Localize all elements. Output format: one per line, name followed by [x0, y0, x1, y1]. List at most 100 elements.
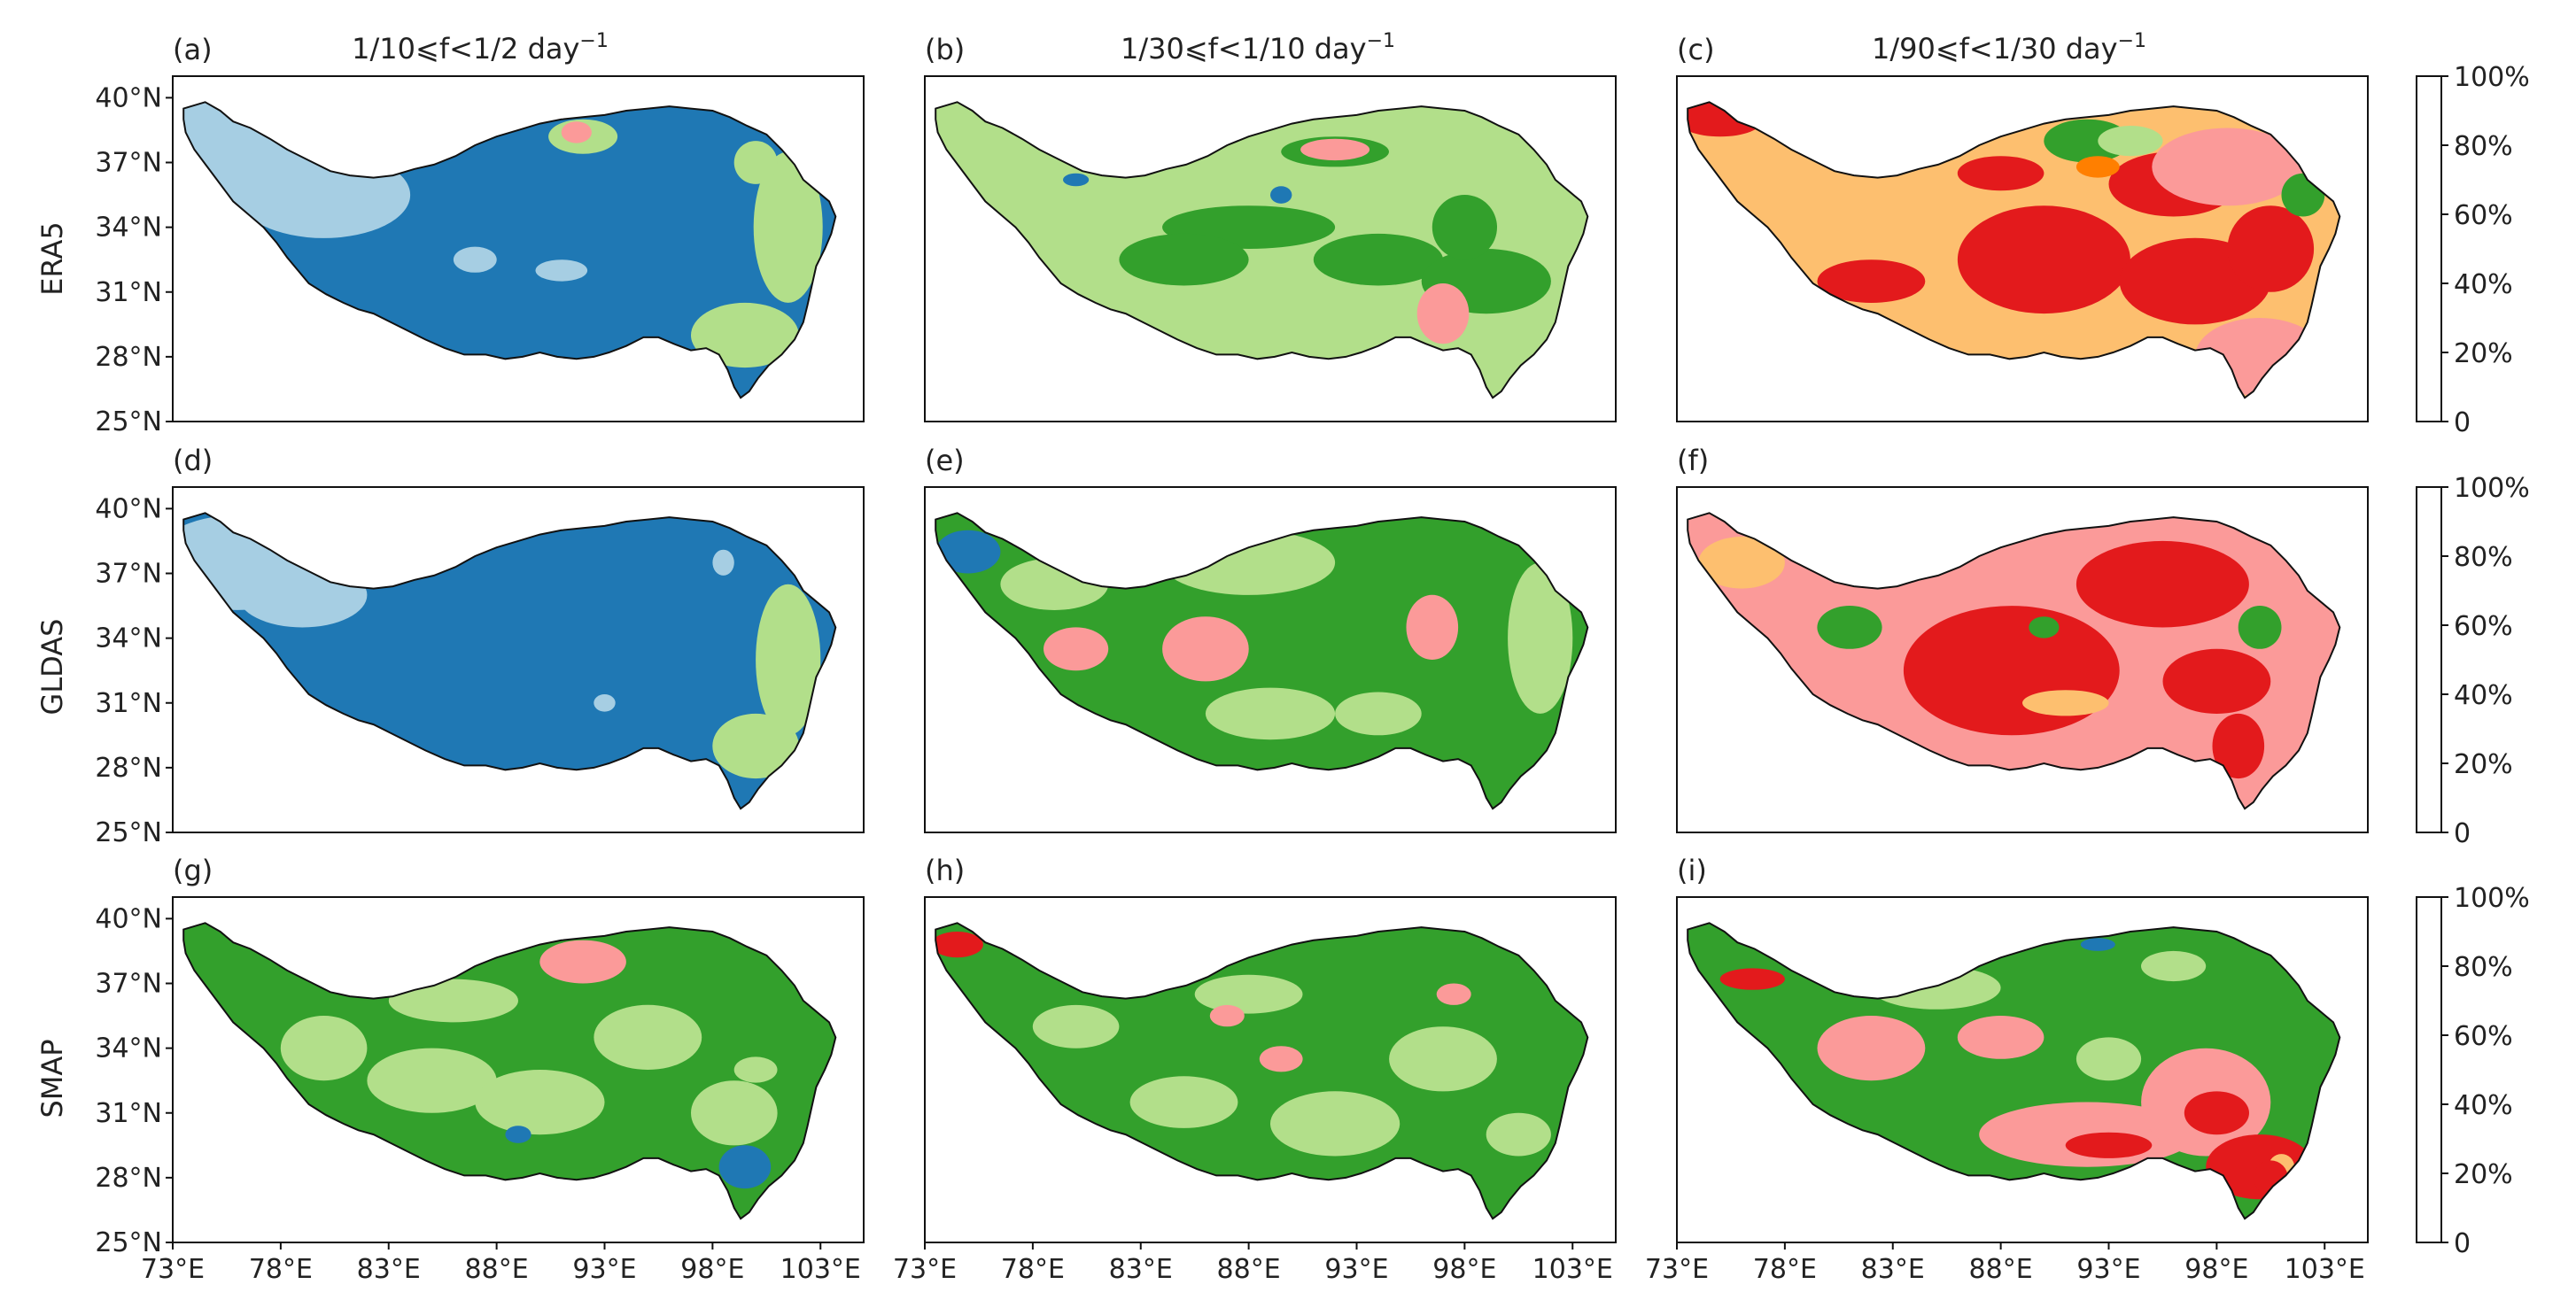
y-tick-label: 34°N: [95, 213, 162, 244]
field-region: [1194, 974, 1303, 1014]
field-region: [561, 121, 592, 143]
colorbar-tick-label: 60%: [2454, 1021, 2513, 1052]
y-tick-label: 34°N: [95, 1033, 162, 1064]
panel-frame: [172, 75, 865, 422]
field-region: [2076, 540, 2249, 628]
field-region: [535, 259, 588, 282]
colorbar-tick-label: 40%: [2454, 680, 2513, 711]
field-region: [1416, 283, 1470, 344]
field-region: [1432, 195, 1497, 260]
field-region: [2238, 606, 2282, 649]
x-tick-label: 88°E: [465, 1254, 529, 1285]
field-region: [453, 940, 497, 963]
x-tick-label: 83°E: [1109, 1254, 1173, 1285]
x-tick-label: 83°E: [1861, 1254, 1925, 1285]
field-region: [1871, 966, 2001, 1010]
map-field: [1688, 923, 2340, 1219]
y-tick-label: 31°N: [95, 688, 162, 719]
field-region: [2029, 616, 2060, 638]
plateau-outline: [1687, 512, 2341, 810]
y-tick-label: 25°N: [95, 817, 162, 848]
colorbar-tick-label: 20%: [2454, 749, 2513, 780]
plateau-outline: [1687, 101, 2341, 399]
field-region: [2184, 1091, 2249, 1135]
field-region: [2076, 1037, 2142, 1081]
field-region: [594, 1004, 702, 1070]
panel-frame: [1676, 896, 2369, 1243]
panel-letter: (g): [173, 854, 213, 887]
map-panel-g: (g) 40°N 37°N 34°N 31°N 28°N 25°N73°E 78°E 83°E…: [95, 854, 865, 1285]
map-panel-f: (f): [1676, 444, 2369, 833]
field-region: [1508, 562, 1573, 714]
field-region: [1044, 627, 1109, 671]
field-region: [1270, 1091, 1401, 1157]
field-region: [1259, 1046, 1303, 1072]
colorbar-tick-label: 20%: [2454, 338, 2513, 369]
row-label-era5: ERA5: [35, 221, 69, 295]
field-region: [1957, 1016, 2045, 1059]
field-region: [237, 562, 368, 628]
colorbar-tick-label: 80%: [2454, 131, 2513, 162]
field-region: [691, 302, 799, 368]
field-region: [1129, 1076, 1238, 1128]
colorbar-tick-label: 100%: [2454, 473, 2530, 504]
panel-letter: (e): [925, 444, 965, 477]
panel-letter: (d): [173, 444, 213, 477]
field-region: [453, 246, 497, 273]
panel-letter: (a): [173, 33, 213, 66]
map-field: [1688, 102, 2340, 399]
panel-frame: [172, 896, 865, 1243]
field-region: [756, 584, 821, 736]
plateau-outline: [1687, 922, 2341, 1220]
colorbar-frame: [2416, 486, 2442, 833]
colorbar-gldas: 100% 80% 60% 40% 20% 0: [2416, 473, 2530, 849]
field-region: [1957, 205, 2130, 314]
plateau-outline: [182, 101, 837, 399]
x-tick-label: 73°E: [893, 1254, 957, 1285]
map-panel-a: (a) 40°N 37°N 34°N 31°N 28°N 25°N: [95, 33, 865, 437]
x-tick-label: 103°E: [780, 1254, 861, 1285]
colorbar-era5: 100% 80% 60% 40% 20% 0: [2416, 62, 2530, 438]
field-region: [1406, 594, 1459, 661]
y-tick-label: 37°N: [95, 969, 162, 1000]
panel-frame: [1676, 486, 2369, 833]
y-tick-label: 25°N: [95, 406, 162, 437]
plateau-outline: [182, 512, 837, 810]
plateau-outline: [182, 922, 837, 1220]
colorbar-tick-label: 100%: [2454, 883, 2530, 914]
field-region: [539, 940, 626, 984]
x-tick-label: 83°E: [357, 1254, 421, 1285]
x-tick-label: 98°E: [2184, 1254, 2248, 1285]
field-region: [1119, 233, 1249, 286]
map-field: [183, 923, 836, 1219]
panel-letter: (h): [925, 854, 965, 887]
field-region: [1817, 1016, 1926, 1081]
x-tick-label: 88°E: [1217, 1254, 1281, 1285]
row-label-smap: SMAP: [35, 1039, 69, 1118]
field-region: [1063, 173, 1090, 187]
colorbar-tick-label: 80%: [2454, 952, 2513, 983]
column-title-0: 1/10⩽f<1/2 day−1: [352, 30, 609, 66]
x-tick-label: 73°E: [1645, 1254, 1709, 1285]
y-tick-label: 28°N: [95, 753, 162, 784]
colorbar-smap: 100% 80% 60% 40% 20% 0: [2416, 883, 2530, 1259]
colorbar-tick-label: 100%: [2454, 62, 2530, 93]
map-field: [935, 102, 1588, 399]
field-region: [280, 1016, 368, 1081]
plateau-outline: [935, 101, 1589, 399]
x-tick-label: 103°E: [2285, 1254, 2365, 1285]
colorbar-tick-label: 0: [2454, 818, 2471, 849]
field-region: [367, 1048, 497, 1113]
field-region: [1817, 259, 1926, 303]
x-tick-label: 93°E: [2076, 1254, 2140, 1285]
field-region: [935, 530, 1001, 574]
map-panel-h: (h) 73°E 78°E 83°E 88°E 93°E 98°E 103°E: [893, 854, 1617, 1285]
field-region: [505, 1126, 531, 1143]
y-tick-label: 25°N: [95, 1227, 162, 1258]
x-tick-label: 103°E: [1532, 1254, 1613, 1285]
map-panel-d: (d) 40°N 37°N 34°N 31°N 28°N 25°N: [95, 444, 865, 848]
field-region: [733, 1056, 778, 1083]
colorbar-frame: [2416, 896, 2442, 1243]
map-field: [1688, 513, 2340, 809]
field-region: [691, 1080, 778, 1146]
